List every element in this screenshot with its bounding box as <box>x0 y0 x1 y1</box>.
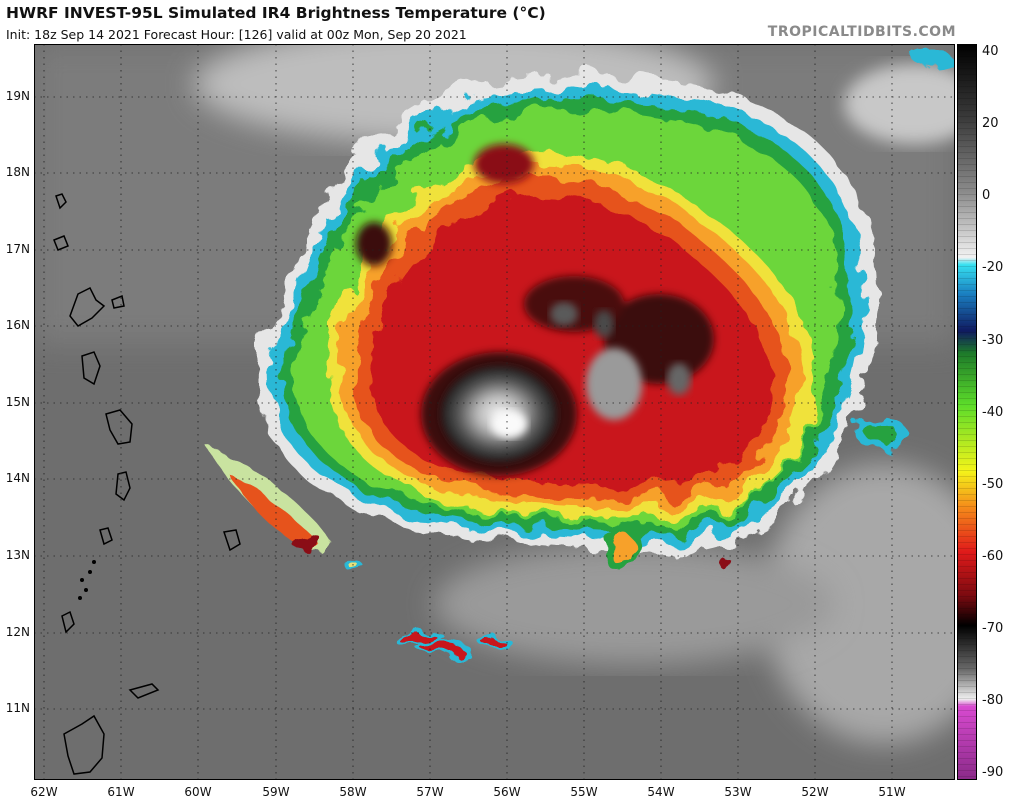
island-outlines <box>53 193 241 775</box>
colorbar <box>957 44 977 780</box>
colorbar-label: 0 <box>982 188 991 203</box>
lon-label: 53W <box>724 785 752 799</box>
lat-label: 17N <box>5 242 30 256</box>
colorbar-label: 40 <box>982 44 999 59</box>
brand-watermark: TROPICALTIDBITS.COM <box>767 24 956 40</box>
hurricane-eye <box>441 302 691 462</box>
lon-label: 55W <box>570 785 598 799</box>
colorbar-label: -90 <box>982 765 1004 780</box>
lat-label: 13N <box>5 548 30 562</box>
lon-label: 52W <box>801 785 829 799</box>
lat-label: 15N <box>5 395 30 409</box>
lat-label: 16N <box>5 318 30 332</box>
lat-label: 18N <box>5 165 30 179</box>
lat-lon-grid <box>34 44 955 780</box>
lat-label: 12N <box>5 625 30 639</box>
lat-label: 14N <box>5 471 30 485</box>
colorbar-label: -80 <box>982 693 1004 708</box>
lon-label: 58W <box>339 785 367 799</box>
lon-label: 57W <box>416 785 444 799</box>
colorbar-label: 20 <box>982 116 999 131</box>
colorbar-label: -50 <box>982 477 1004 492</box>
colorbar-label: -60 <box>982 549 1004 564</box>
lon-label: 54W <box>647 785 675 799</box>
small-islets <box>78 560 96 600</box>
lon-label: 59W <box>262 785 290 799</box>
colorbar-label: -30 <box>982 333 1004 348</box>
satellite-map <box>34 44 955 780</box>
colorbar-label: -20 <box>982 260 1004 275</box>
lon-label: 61W <box>107 785 135 799</box>
lat-label: 11N <box>5 701 30 715</box>
lat-label: 19N <box>5 89 30 103</box>
lon-label: 51W <box>878 785 906 799</box>
lon-label: 62W <box>30 785 58 799</box>
colorbar-label: -40 <box>982 405 1004 420</box>
lon-label: 60W <box>184 785 212 799</box>
map-title: HWRF INVEST-95L Simulated IR4 Brightness… <box>6 4 546 22</box>
lon-label: 56W <box>493 785 521 799</box>
map-subtitle: Init: 18z Sep 14 2021 Forecast Hour: [12… <box>6 27 467 42</box>
header: HWRF INVEST-95L Simulated IR4 Brightness… <box>0 0 1010 44</box>
colorbar-label: -70 <box>982 621 1004 636</box>
